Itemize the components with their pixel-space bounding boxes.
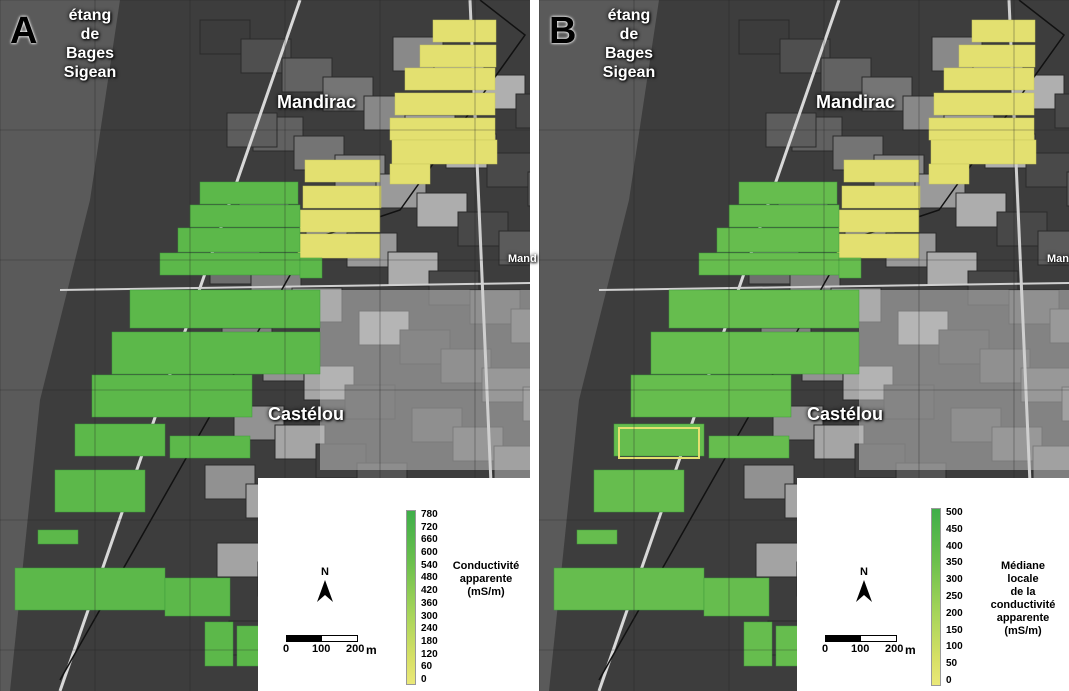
legend-tick-label: 50 (946, 658, 958, 670)
legend-title-line: de la (1010, 586, 1036, 598)
scale-tick: 0 (283, 643, 290, 655)
legend-tick-label: 400 (946, 540, 963, 552)
legend-title-line: Conductivité (452, 560, 520, 572)
mand-label: Mand (1047, 253, 1069, 265)
legend-title-line: apparente (459, 573, 513, 585)
legend-tick-label: 720 (421, 521, 438, 533)
mandirac-label: Mandirac (816, 92, 896, 112)
lagoon-label: étang de Bages Sigean (55, 6, 125, 82)
legend-title-line: locale (1007, 573, 1039, 585)
legend-colorbar (406, 510, 416, 685)
legend-tick-label: 300 (421, 610, 438, 622)
legend-title-line: (mS/m) (1004, 625, 1042, 637)
legend-tick-label: 660 (421, 534, 438, 546)
legend-tick-label: 780 (421, 509, 438, 520)
lagoon-label-line: de (619, 26, 639, 43)
scale-tick: 200 (346, 643, 365, 655)
north-letter: N (860, 566, 868, 578)
legend-title: Conductivité apparente (mS/m) (450, 560, 522, 599)
legend-tick-label: 200 (946, 607, 963, 619)
lagoon-label-line: de (80, 26, 100, 43)
north-arrow-icon (856, 580, 872, 602)
castelou-label: Castélou (807, 404, 884, 424)
legend-tick-label: 540 (421, 559, 438, 571)
north-arrow-icon (317, 580, 333, 602)
legend-tick-label: 480 (421, 572, 438, 584)
legend-tick-label: 0 (946, 675, 952, 686)
legend-tick-label: 350 (946, 557, 963, 569)
legend-tick-label: 420 (421, 585, 438, 597)
north-arrow: N (313, 566, 337, 602)
panel-label-b: B (549, 10, 577, 52)
scale-unit: m (366, 643, 377, 657)
mandirac-label: Mandirac (277, 92, 357, 112)
scale-tick: 200 (885, 643, 904, 655)
scale-tick: 0 (822, 643, 829, 655)
scale-bar: 0 100 200 m (822, 635, 916, 657)
legend-title: Médiane locale de la conductivité appare… (979, 560, 1067, 638)
north-letter: N (321, 566, 329, 578)
legend-tick-label: 180 (421, 635, 438, 647)
legend-tick-label: 250 (946, 591, 963, 602)
scale-tick: 100 (851, 643, 870, 655)
lagoon-label: étang de Bages Sigean (594, 6, 664, 82)
north-arrow: N (852, 566, 876, 602)
legend-colorbar (931, 508, 941, 686)
map-panel-a: A étang de Bages Sigean Mandirac Castélo… (0, 0, 530, 691)
legend-box-b: N 0 100 200 m 500 450 400 350 300 250 200 150 10… (797, 478, 1069, 691)
scale-bar-graphic (286, 635, 358, 642)
legend-tick-label: 100 (946, 641, 963, 653)
legend-tick-label: 120 (421, 648, 438, 660)
lagoon-label-line: étang (607, 7, 651, 24)
legend-tick-label: 300 (946, 574, 963, 586)
scale-tick: 100 (312, 643, 331, 655)
legend-tick-label: 0 (421, 674, 427, 685)
legend-tick-label: 450 (946, 523, 963, 535)
legend-title-line: Médiane (1000, 560, 1045, 572)
mand-label: Mand (508, 253, 537, 265)
lagoon-label-line: Bages (65, 45, 115, 62)
lagoon-label-line: étang (68, 7, 112, 24)
panel-label-a: A (10, 10, 38, 52)
scale-bar: 0 100 200 m (283, 635, 377, 657)
legend-title-line: (mS/m) (467, 586, 505, 598)
legend-tick-label: 240 (421, 623, 438, 635)
lagoon-label-line: Sigean (63, 64, 117, 81)
legend-tick-label: 60 (421, 661, 433, 673)
legend-tick-label: 500 (946, 507, 963, 518)
legend-title-line: conductivité (990, 599, 1056, 611)
scale-unit: m (905, 643, 916, 657)
lagoon-label-line: Bages (604, 45, 654, 62)
legend-tick-label: 600 (421, 547, 438, 559)
legend-title-line: apparente (996, 612, 1050, 624)
legend-tick-label: 360 (421, 597, 438, 609)
scale-bar-graphic (825, 635, 897, 642)
legend-box-a: N 0 100 200 m 780 720 660 600 540 480 420 360 30… (258, 478, 530, 691)
lagoon-label-line: Sigean (602, 64, 656, 81)
aerial-photo-b (539, 0, 1069, 691)
legend-tick-label: 150 (946, 624, 963, 636)
castelou-label: Castélou (268, 404, 345, 424)
map-panel-b: B étang de Bages Sigean Mandirac Castélo… (539, 0, 1069, 691)
